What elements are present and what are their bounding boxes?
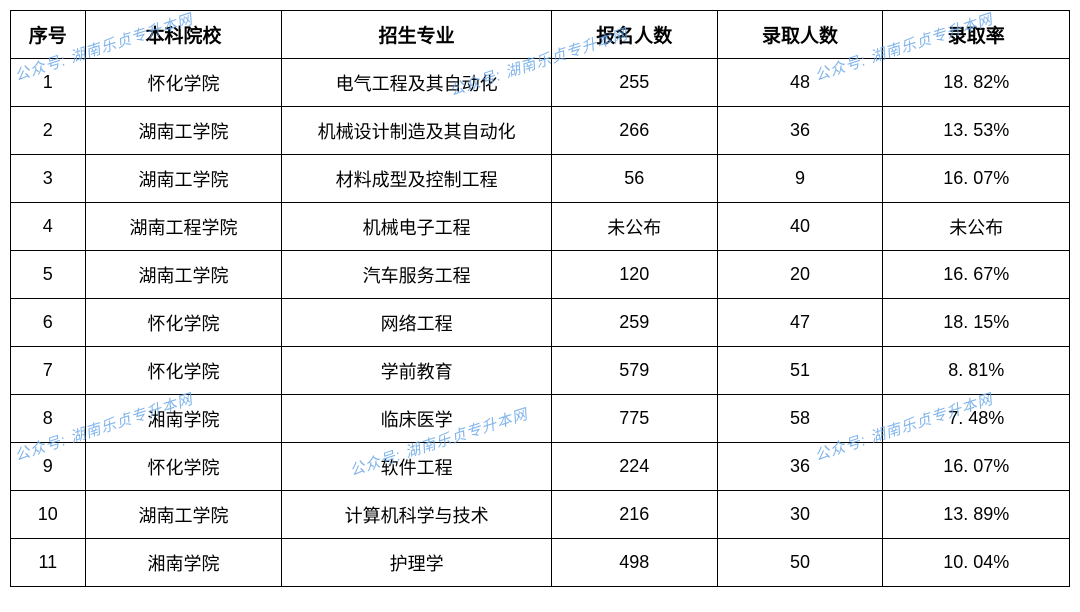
cell-major: 学前教育: [282, 347, 551, 395]
cell-major: 计算机科学与技术: [282, 491, 551, 539]
table-row: 8 湘南学院 临床医学 775 58 7. 48%: [11, 395, 1070, 443]
cell-major: 网络工程: [282, 299, 551, 347]
cell-seq: 3: [11, 155, 86, 203]
table-row: 2 湖南工学院 机械设计制造及其自动化 266 36 13. 53%: [11, 107, 1070, 155]
cell-rate: 7. 48%: [883, 395, 1070, 443]
cell-applicants: 259: [551, 299, 717, 347]
cell-seq: 1: [11, 59, 86, 107]
table-row: 7 怀化学院 学前教育 579 51 8. 81%: [11, 347, 1070, 395]
table-row: 6 怀化学院 网络工程 259 47 18. 15%: [11, 299, 1070, 347]
table-row: 3 湖南工学院 材料成型及控制工程 56 9 16. 07%: [11, 155, 1070, 203]
cell-major: 机械设计制造及其自动化: [282, 107, 551, 155]
cell-seq: 5: [11, 251, 86, 299]
cell-admitted: 47: [717, 299, 883, 347]
admissions-table-container: 序号 本科院校 招生专业 报名人数 录取人数 录取率 1 怀化学院 电气工程及其…: [10, 10, 1070, 587]
cell-rate: 16. 07%: [883, 443, 1070, 491]
table-body: 1 怀化学院 电气工程及其自动化 255 48 18. 82% 2 湖南工学院 …: [11, 59, 1070, 587]
table-row: 1 怀化学院 电气工程及其自动化 255 48 18. 82%: [11, 59, 1070, 107]
cell-rate: 13. 89%: [883, 491, 1070, 539]
table-header-row: 序号 本科院校 招生专业 报名人数 录取人数 录取率: [11, 11, 1070, 59]
cell-admitted: 30: [717, 491, 883, 539]
cell-seq: 7: [11, 347, 86, 395]
cell-school: 湖南工学院: [85, 155, 282, 203]
cell-major: 护理学: [282, 539, 551, 587]
cell-admitted: 9: [717, 155, 883, 203]
cell-school: 湖南工学院: [85, 491, 282, 539]
cell-school: 怀化学院: [85, 59, 282, 107]
cell-major: 电气工程及其自动化: [282, 59, 551, 107]
admissions-table: 序号 本科院校 招生专业 报名人数 录取人数 录取率 1 怀化学院 电气工程及其…: [10, 10, 1070, 587]
cell-major: 材料成型及控制工程: [282, 155, 551, 203]
cell-seq: 4: [11, 203, 86, 251]
header-applicants: 报名人数: [551, 11, 717, 59]
cell-rate: 18. 82%: [883, 59, 1070, 107]
cell-rate: 16. 07%: [883, 155, 1070, 203]
cell-school: 湖南工学院: [85, 251, 282, 299]
cell-school: 湖南工学院: [85, 107, 282, 155]
cell-school: 怀化学院: [85, 443, 282, 491]
table-row: 10 湖南工学院 计算机科学与技术 216 30 13. 89%: [11, 491, 1070, 539]
cell-school: 湘南学院: [85, 395, 282, 443]
cell-rate: 8. 81%: [883, 347, 1070, 395]
cell-applicants: 216: [551, 491, 717, 539]
cell-school: 湖南工程学院: [85, 203, 282, 251]
cell-seq: 8: [11, 395, 86, 443]
cell-applicants: 56: [551, 155, 717, 203]
cell-rate: 10. 04%: [883, 539, 1070, 587]
cell-applicants: 120: [551, 251, 717, 299]
cell-major: 汽车服务工程: [282, 251, 551, 299]
cell-admitted: 20: [717, 251, 883, 299]
header-major: 招生专业: [282, 11, 551, 59]
cell-admitted: 48: [717, 59, 883, 107]
cell-seq: 6: [11, 299, 86, 347]
cell-admitted: 58: [717, 395, 883, 443]
cell-applicants: 266: [551, 107, 717, 155]
cell-school: 怀化学院: [85, 299, 282, 347]
cell-admitted: 51: [717, 347, 883, 395]
table-row: 4 湖南工程学院 机械电子工程 未公布 40 未公布: [11, 203, 1070, 251]
cell-applicants: 224: [551, 443, 717, 491]
cell-rate: 18. 15%: [883, 299, 1070, 347]
cell-seq: 11: [11, 539, 86, 587]
cell-rate: 未公布: [883, 203, 1070, 251]
header-admitted: 录取人数: [717, 11, 883, 59]
table-row: 5 湖南工学院 汽车服务工程 120 20 16. 67%: [11, 251, 1070, 299]
cell-major: 软件工程: [282, 443, 551, 491]
cell-rate: 13. 53%: [883, 107, 1070, 155]
table-row: 11 湘南学院 护理学 498 50 10. 04%: [11, 539, 1070, 587]
cell-applicants: 498: [551, 539, 717, 587]
header-school: 本科院校: [85, 11, 282, 59]
table-row: 9 怀化学院 软件工程 224 36 16. 07%: [11, 443, 1070, 491]
cell-seq: 2: [11, 107, 86, 155]
cell-major: 机械电子工程: [282, 203, 551, 251]
cell-applicants: 未公布: [551, 203, 717, 251]
cell-applicants: 579: [551, 347, 717, 395]
cell-admitted: 50: [717, 539, 883, 587]
cell-rate: 16. 67%: [883, 251, 1070, 299]
cell-applicants: 775: [551, 395, 717, 443]
cell-seq: 10: [11, 491, 86, 539]
header-seq: 序号: [11, 11, 86, 59]
cell-school: 怀化学院: [85, 347, 282, 395]
cell-admitted: 40: [717, 203, 883, 251]
cell-seq: 9: [11, 443, 86, 491]
cell-school: 湘南学院: [85, 539, 282, 587]
header-rate: 录取率: [883, 11, 1070, 59]
cell-admitted: 36: [717, 443, 883, 491]
cell-applicants: 255: [551, 59, 717, 107]
cell-admitted: 36: [717, 107, 883, 155]
cell-major: 临床医学: [282, 395, 551, 443]
